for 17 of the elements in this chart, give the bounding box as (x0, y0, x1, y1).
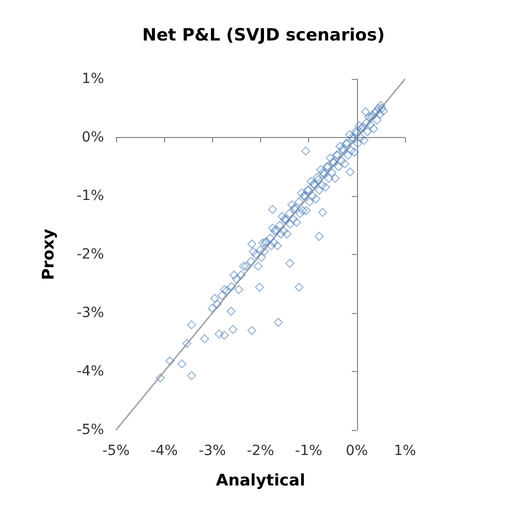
x-tick-label: -3% (198, 443, 226, 459)
y-tick-label: 1% (82, 71, 104, 87)
y-tick-label: -3% (76, 305, 104, 321)
chart-title: Net P&L (SVJD scenarios) (142, 26, 385, 46)
x-tick-label: -1% (295, 443, 322, 459)
y-tick-label: -4% (76, 364, 104, 380)
x-tick-label: -5% (102, 443, 130, 459)
x-tick-label: -2% (246, 443, 274, 459)
y-tick-label: -5% (76, 422, 104, 438)
y-tick-label: -1% (76, 188, 104, 204)
x-axis-title: Analytical (216, 470, 306, 490)
x-tick-label: 0% (346, 443, 368, 459)
x-tick-label: -4% (150, 443, 178, 459)
y-axis-title: Proxy (38, 228, 58, 280)
y-tick-label: 0% (82, 130, 104, 146)
x-tick-label: 1% (394, 443, 416, 459)
y-tick-label: -2% (76, 246, 104, 262)
